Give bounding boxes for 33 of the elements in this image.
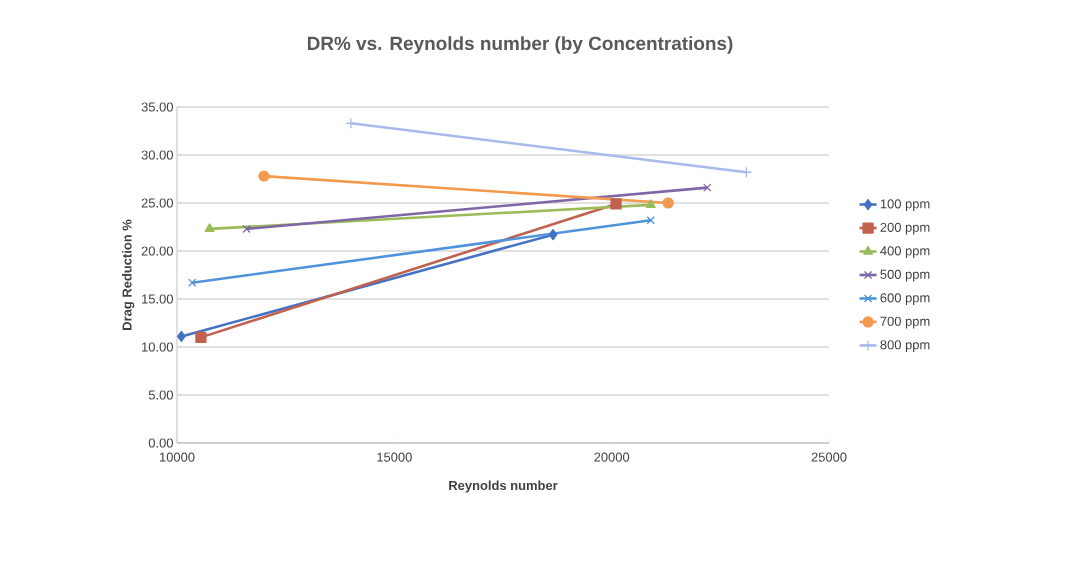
legend-label: 200 ppm [880,222,930,235]
y-tick-label: 25.00 [141,198,173,208]
x-tick-label: 25000 [811,452,847,462]
y-tick-label: 15.00 [142,294,173,304]
x-tick-label: 20000 [594,452,630,462]
point [610,198,622,210]
y-tick-label: 0.00 [148,438,173,448]
x-axis-title: Reynolds number [449,480,558,493]
x-tick-label: 15000 [377,452,412,462]
legend-label: 500 ppm [880,269,930,282]
point [662,197,674,209]
y-tick-label: 5.00 [148,390,173,400]
y-tick-label: 10.00 [142,342,173,352]
point [195,331,207,344]
point [646,216,655,225]
y-axis-title: Drag Reduction % [122,219,135,330]
y-tick-label: 30.00 [141,150,173,160]
point [258,170,270,182]
y-tick-label: 35.00 [141,102,173,112]
point [176,330,186,343]
point [345,117,357,129]
point [242,224,251,234]
point [703,183,712,192]
point [188,278,197,287]
y-tick-label: 20.00 [141,246,173,256]
chart-title: DR% vs. Reynolds number (by Concentrations) [307,36,733,54]
x-tick-label: 10000 [159,452,195,462]
legend-label: 800 ppm [880,340,930,352]
point [548,229,558,241]
legend-label: 100 ppm [880,199,930,211]
legend-label: 400 ppm [880,246,930,258]
legend-label: 700 ppm [880,316,930,329]
legend-label: 600 ppm [880,293,930,305]
